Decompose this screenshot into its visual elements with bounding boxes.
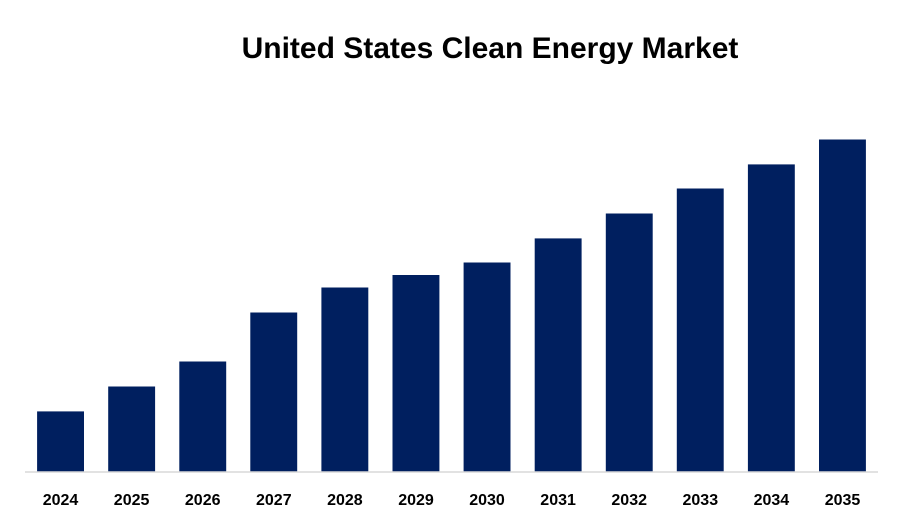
x-tick-label-2031: 2031 — [540, 492, 576, 509]
bar-2025 — [108, 386, 156, 472]
x-tick-label-2026: 2026 — [185, 492, 221, 509]
bar-2028 — [321, 287, 369, 472]
x-tick-label-2024: 2024 — [43, 492, 79, 509]
bar-2033 — [676, 188, 724, 472]
x-tick-label-2033: 2033 — [683, 492, 719, 509]
bar-2026 — [179, 361, 227, 472]
bar-2034 — [747, 164, 795, 472]
bar-2030 — [463, 262, 511, 472]
x-tick-label-2030: 2030 — [469, 492, 505, 509]
bar-2035 — [819, 139, 866, 472]
bar-2031 — [534, 238, 582, 472]
x-tick-label-2025: 2025 — [114, 492, 150, 509]
x-tick-label-2028: 2028 — [327, 492, 363, 509]
bar-2027 — [250, 312, 298, 472]
x-tick-label-2027: 2027 — [256, 492, 292, 509]
bar-2029 — [392, 275, 440, 472]
x-tick-label-2035: 2035 — [825, 492, 861, 509]
chart-title: United States Clean Energy Market — [242, 32, 739, 65]
x-tick-label-2034: 2034 — [754, 492, 790, 509]
x-tick-label-2029: 2029 — [398, 492, 434, 509]
bars-group — [37, 139, 866, 472]
bar-2032 — [605, 213, 653, 472]
bar-2024 — [37, 411, 84, 472]
x-tick-label-2032: 2032 — [611, 492, 647, 509]
x-tick-labels: 2024 2025 2026 2027 2028 2029 2030 2031 2032 2033… — [43, 492, 861, 509]
